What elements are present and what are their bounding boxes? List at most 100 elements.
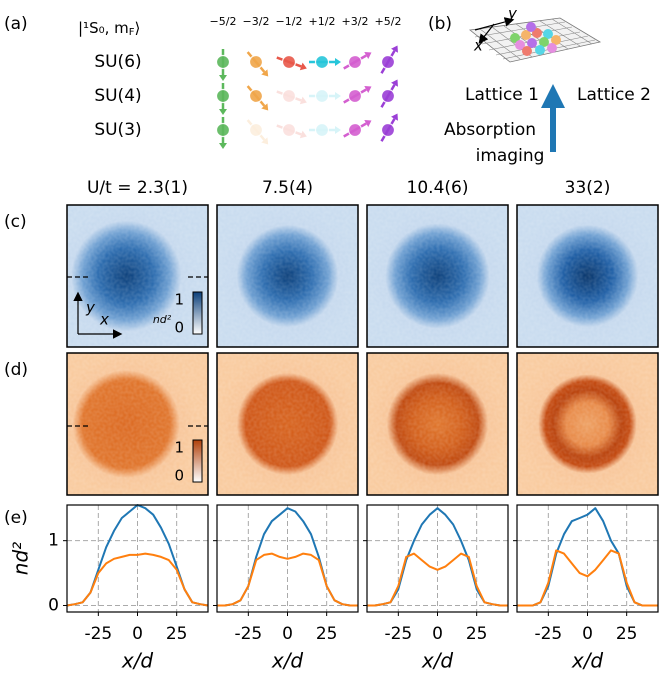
atom — [309, 122, 341, 138]
image-noise — [517, 353, 658, 495]
spin-arrow-head — [391, 79, 398, 87]
atom-ball — [281, 54, 297, 70]
spin-arrow-head — [335, 126, 341, 134]
panel-label: (a) — [4, 14, 28, 34]
x-tick-label: 25 — [316, 624, 338, 644]
image-frame — [516, 204, 659, 348]
colorbar — [192, 439, 203, 483]
atom-ball — [347, 88, 363, 104]
plot-frame — [366, 504, 509, 613]
atom — [246, 85, 269, 111]
image-frame — [366, 352, 509, 496]
lattice-drawing — [469, 17, 602, 152]
atom-ball — [248, 54, 264, 70]
atom — [246, 119, 269, 145]
spin-arrow-head — [299, 62, 307, 71]
image-frame — [66, 204, 209, 348]
atom — [522, 46, 532, 56]
y-tick-label: 0 — [48, 596, 59, 616]
atom-ball — [314, 54, 330, 70]
atom-ball — [215, 122, 231, 138]
spin-arrow-head — [219, 143, 227, 149]
panel-label: (e) — [4, 508, 28, 528]
atom — [510, 33, 520, 43]
column-label: 10.4(6) — [407, 178, 469, 198]
atom — [246, 51, 269, 77]
spin-label: +3/2 — [342, 15, 369, 28]
image-noise — [217, 353, 358, 495]
colorbar-tick: 0 — [174, 319, 184, 337]
atom — [539, 37, 549, 47]
spin-arrow-head — [335, 92, 341, 100]
image-frame — [516, 352, 659, 496]
atom-ball — [347, 122, 363, 138]
spin-arrow-head — [261, 103, 269, 111]
x-tick-label: 0 — [582, 624, 593, 644]
spin-arrow-head — [219, 75, 227, 81]
colorbar-label: nd² — [153, 313, 172, 326]
atom — [521, 30, 531, 40]
x-axis-label: x/d — [121, 649, 154, 673]
x-axis-label: x/d — [571, 649, 604, 673]
lattice-label: Lattice 2 — [577, 85, 651, 105]
x-axis-label: x/d — [271, 649, 304, 673]
axis-label: x — [473, 37, 483, 55]
plot-frame — [66, 504, 209, 613]
x-tick-label: 25 — [166, 624, 188, 644]
colorbar-tick: 1 — [174, 439, 184, 457]
atom — [215, 83, 231, 115]
spin-arrow-head — [335, 58, 341, 66]
axis-arrow — [478, 23, 495, 44]
line-series — [367, 552, 508, 607]
imaging-label: Absorption — [444, 120, 536, 140]
spin-label: −5/2 — [210, 15, 237, 28]
spin-arrow-head — [261, 137, 269, 145]
state-label: |¹S₀, mF⟩ — [78, 19, 140, 39]
atom-ball — [281, 88, 297, 104]
atom — [380, 113, 398, 142]
y-axis-label: nd² — [9, 542, 33, 575]
atom — [215, 117, 231, 149]
line-series — [217, 552, 358, 607]
image-frame — [66, 352, 209, 496]
spin-arrow-head — [364, 52, 372, 59]
image-noise — [517, 205, 658, 347]
panel-label: (d) — [4, 360, 28, 380]
x-tick-label: -25 — [234, 624, 262, 644]
image-noise — [367, 353, 508, 495]
atom — [309, 54, 341, 70]
atom — [526, 22, 536, 32]
row-label: SU(3) — [94, 120, 141, 140]
state-label-part: |¹S₀, m — [78, 19, 129, 37]
column-label: U/t = 2.3(1) — [87, 178, 188, 198]
image-frame — [216, 352, 359, 496]
panel-label: (b) — [428, 14, 452, 34]
lattice-atoms — [510, 22, 561, 56]
column-label: 33(2) — [565, 178, 611, 198]
atom-ball — [215, 88, 231, 104]
y-tick-label: 1 — [48, 531, 59, 551]
axis-label: y — [507, 5, 518, 23]
spin-arrow-head — [299, 130, 307, 139]
spin-arrow-head — [364, 86, 372, 93]
spin-label: +1/2 — [309, 15, 336, 28]
x-tick-label: 0 — [282, 624, 293, 644]
atom — [535, 45, 545, 55]
atom — [527, 38, 537, 48]
atom — [515, 40, 525, 50]
spin-arrow-head — [391, 45, 398, 53]
atom — [380, 79, 398, 108]
spin-arrow — [276, 124, 302, 136]
atom — [380, 45, 398, 74]
atom-ball — [215, 54, 231, 70]
atom — [343, 120, 372, 138]
lattice-label: Lattice 1 — [465, 85, 539, 105]
image-frame — [216, 204, 359, 348]
image-noise — [67, 205, 208, 347]
atom — [343, 86, 372, 104]
spin-arrow — [246, 119, 266, 141]
x-tick-label: 25 — [466, 624, 488, 644]
